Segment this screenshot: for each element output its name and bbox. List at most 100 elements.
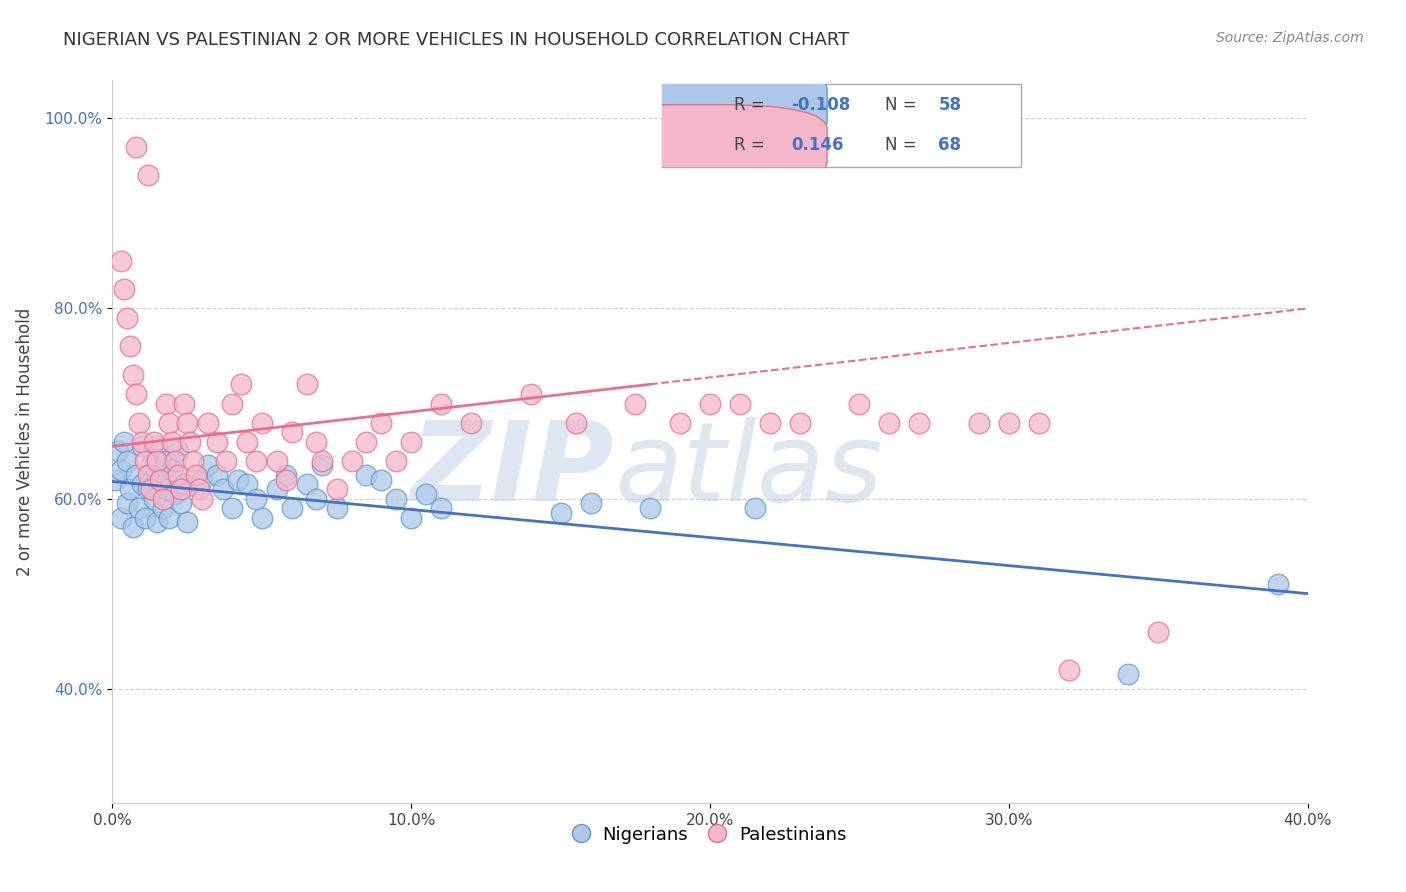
Point (1028, 416, 1050, 430)
Point (155, 396, 177, 410)
Point (401, 510, 423, 524)
Point (165, 487, 187, 501)
Point (311, 453, 333, 467)
Point (998, 416, 1021, 430)
Point (759, 416, 782, 430)
Point (191, 473, 214, 487)
Point (117, 496, 139, 510)
Y-axis label: 2 or more Vehicles in Household: 2 or more Vehicles in Household (15, 308, 34, 575)
Point (967, 416, 990, 430)
Point (1147, 624, 1170, 639)
Point (141, 458, 163, 473)
Point (170, 482, 193, 496)
Point (295, 477, 318, 491)
Point (176, 516, 198, 530)
Point (460, 416, 482, 430)
Point (215, 453, 238, 467)
Text: atlas: atlas (614, 417, 883, 524)
Point (550, 506, 572, 520)
Point (157, 510, 180, 524)
Point (125, 467, 148, 482)
Point (125, 140, 148, 154)
Point (138, 482, 160, 496)
Point (138, 169, 160, 183)
Point (1118, 667, 1140, 681)
Text: Source: ZipAtlas.com: Source: ZipAtlas.com (1216, 31, 1364, 45)
Point (356, 434, 378, 449)
Point (157, 416, 180, 430)
Point (162, 434, 183, 449)
Point (250, 416, 273, 430)
Point (131, 434, 153, 449)
Point (226, 473, 249, 487)
Point (281, 501, 304, 516)
Point (134, 510, 156, 524)
Point (173, 396, 195, 410)
Point (250, 510, 273, 524)
Point (370, 416, 392, 430)
Point (107, 444, 129, 458)
Point (146, 453, 169, 467)
Point (165, 453, 187, 467)
Point (120, 482, 142, 496)
Point (229, 377, 252, 392)
Point (305, 434, 328, 449)
Point (197, 416, 219, 430)
Point (221, 501, 243, 516)
Point (141, 482, 163, 496)
Point (699, 396, 721, 410)
Point (640, 501, 662, 516)
Point (188, 482, 211, 496)
Point (173, 477, 195, 491)
Point (430, 396, 453, 410)
Point (167, 444, 190, 458)
Point (401, 434, 423, 449)
Point (908, 416, 931, 430)
Point (245, 453, 267, 467)
Point (1267, 577, 1289, 591)
Point (170, 496, 193, 510)
Point (415, 487, 437, 501)
Point (370, 473, 392, 487)
Point (179, 434, 201, 449)
Point (385, 453, 408, 467)
Point (155, 453, 177, 467)
Legend: Nigerians, Palestinians: Nigerians, Palestinians (567, 819, 853, 852)
Point (162, 463, 183, 477)
Point (128, 501, 150, 516)
Point (311, 458, 333, 473)
Point (167, 467, 190, 482)
Point (236, 434, 259, 449)
Point (122, 520, 145, 534)
Point (197, 458, 219, 473)
Point (131, 477, 153, 491)
Point (152, 501, 174, 516)
Point (143, 434, 166, 449)
Point (245, 491, 267, 506)
Point (143, 491, 166, 506)
Point (579, 496, 602, 510)
Point (325, 501, 347, 516)
Text: NIGERIAN VS PALESTINIAN 2 OR MORE VEHICLES IN HOUSEHOLD CORRELATION CHART: NIGERIAN VS PALESTINIAN 2 OR MORE VEHICL… (63, 31, 849, 49)
Point (669, 416, 692, 430)
Point (146, 439, 169, 453)
Text: ZIP: ZIP (411, 417, 614, 524)
Point (155, 482, 177, 496)
Point (176, 416, 198, 430)
Point (221, 396, 243, 410)
Point (191, 491, 214, 506)
Point (295, 377, 318, 392)
Point (848, 396, 870, 410)
Point (122, 368, 145, 382)
Point (266, 482, 288, 496)
Point (110, 510, 132, 524)
Point (131, 439, 153, 453)
Point (104, 473, 127, 487)
Point (385, 491, 408, 506)
Point (117, 310, 139, 325)
Point (274, 473, 297, 487)
Point (125, 387, 148, 401)
Point (146, 516, 169, 530)
Point (138, 467, 160, 482)
Point (128, 416, 150, 430)
